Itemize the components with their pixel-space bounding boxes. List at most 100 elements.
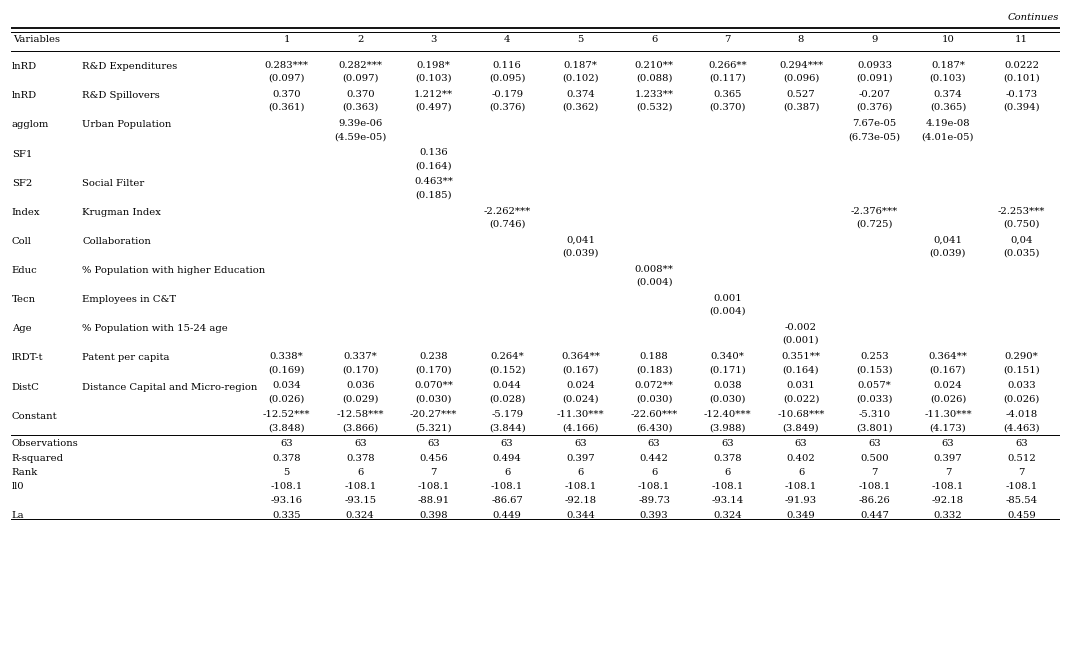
Text: 9: 9 bbox=[872, 35, 878, 44]
Text: (4.173): (4.173) bbox=[930, 424, 966, 432]
Text: 0.210**: 0.210** bbox=[635, 61, 674, 70]
Text: -91.93: -91.93 bbox=[785, 496, 817, 506]
Text: (0.376): (0.376) bbox=[857, 103, 893, 112]
Text: (0.363): (0.363) bbox=[342, 103, 378, 112]
Text: Distance Capital and Micro-region: Distance Capital and Micro-region bbox=[82, 383, 257, 392]
Text: Age: Age bbox=[12, 324, 31, 334]
Text: (0.030): (0.030) bbox=[636, 394, 673, 403]
Text: -11.30***: -11.30*** bbox=[557, 410, 604, 420]
Text: (0.170): (0.170) bbox=[416, 365, 452, 374]
Text: (6.430): (6.430) bbox=[636, 424, 673, 432]
Text: (3.849): (3.849) bbox=[783, 424, 819, 432]
Text: 0.378: 0.378 bbox=[346, 454, 375, 463]
Text: lRDT-t: lRDT-t bbox=[12, 354, 43, 362]
Text: (4.01e-05): (4.01e-05) bbox=[922, 132, 975, 141]
Text: 63: 63 bbox=[353, 440, 366, 448]
Text: -2.376***: -2.376*** bbox=[850, 207, 899, 215]
Text: (0.026): (0.026) bbox=[269, 394, 305, 403]
Text: ll0: ll0 bbox=[12, 482, 25, 491]
Text: (0.376): (0.376) bbox=[489, 103, 526, 112]
Text: -108.1: -108.1 bbox=[858, 482, 891, 491]
Text: 0.253: 0.253 bbox=[860, 352, 889, 361]
Text: (0.091): (0.091) bbox=[856, 74, 893, 83]
Text: 0.364**: 0.364** bbox=[561, 352, 600, 361]
Text: 0.024: 0.024 bbox=[934, 382, 963, 390]
Text: 0.324: 0.324 bbox=[346, 511, 375, 520]
Text: -11.30***: -11.30*** bbox=[924, 410, 971, 420]
Text: (0.096): (0.096) bbox=[783, 74, 819, 83]
Text: 0.349: 0.349 bbox=[787, 511, 815, 520]
Text: (0.153): (0.153) bbox=[856, 365, 893, 374]
Text: 0.393: 0.393 bbox=[639, 511, 668, 520]
Text: -93.14: -93.14 bbox=[711, 496, 743, 506]
Text: (3.801): (3.801) bbox=[856, 424, 893, 432]
Text: (0.164): (0.164) bbox=[783, 365, 819, 374]
Text: 9.39e-06: 9.39e-06 bbox=[338, 119, 382, 128]
Text: (4.166): (4.166) bbox=[562, 424, 599, 432]
Text: (3.844): (3.844) bbox=[488, 424, 526, 432]
Text: (0.097): (0.097) bbox=[269, 74, 305, 83]
Text: SF1: SF1 bbox=[12, 149, 32, 159]
Text: Educ: Educ bbox=[12, 266, 37, 275]
Text: 0,04: 0,04 bbox=[1010, 235, 1032, 245]
Text: 0.008**: 0.008** bbox=[635, 265, 674, 273]
Text: Index: Index bbox=[12, 208, 41, 217]
Text: 0.044: 0.044 bbox=[493, 382, 522, 390]
Text: 0.283***: 0.283*** bbox=[265, 61, 308, 70]
Text: (0.095): (0.095) bbox=[488, 74, 526, 83]
Text: 0.238: 0.238 bbox=[420, 352, 448, 361]
Text: (0.394): (0.394) bbox=[1004, 103, 1040, 112]
Text: 0,041: 0,041 bbox=[567, 235, 595, 245]
Text: 5: 5 bbox=[284, 468, 290, 477]
Text: -12.40***: -12.40*** bbox=[704, 410, 752, 420]
Text: Coll: Coll bbox=[12, 237, 32, 246]
Text: (0.167): (0.167) bbox=[562, 365, 599, 374]
Text: (0.169): (0.169) bbox=[269, 365, 305, 374]
Text: -88.91: -88.91 bbox=[418, 496, 450, 506]
Text: -108.1: -108.1 bbox=[271, 482, 303, 491]
Text: (0.035): (0.035) bbox=[1004, 249, 1040, 257]
Text: -108.1: -108.1 bbox=[344, 482, 376, 491]
Text: 0.365: 0.365 bbox=[713, 90, 742, 99]
Text: 0.024: 0.024 bbox=[567, 382, 595, 390]
Text: 0.364**: 0.364** bbox=[929, 352, 967, 361]
Text: 0.187*: 0.187* bbox=[563, 61, 598, 70]
Text: 63: 63 bbox=[795, 440, 808, 448]
Text: 1.233**: 1.233** bbox=[635, 90, 674, 99]
Text: 63: 63 bbox=[574, 440, 587, 448]
Text: (0.022): (0.022) bbox=[783, 394, 819, 403]
Text: 0.038: 0.038 bbox=[713, 382, 742, 390]
Text: -89.73: -89.73 bbox=[638, 496, 670, 506]
Text: Employees in C&T: Employees in C&T bbox=[82, 295, 177, 304]
Text: (0.387): (0.387) bbox=[783, 103, 819, 112]
Text: Social Filter: Social Filter bbox=[82, 179, 145, 187]
Text: 0.370: 0.370 bbox=[346, 90, 375, 99]
Text: -2.262***: -2.262*** bbox=[483, 207, 531, 215]
Text: 0.116: 0.116 bbox=[493, 61, 522, 70]
Text: (0.026): (0.026) bbox=[930, 394, 966, 403]
Text: Variables: Variables bbox=[13, 35, 60, 44]
Text: 63: 63 bbox=[427, 440, 440, 448]
Text: (0.746): (0.746) bbox=[488, 219, 526, 229]
Text: 0.378: 0.378 bbox=[713, 454, 742, 463]
Text: (0.362): (0.362) bbox=[562, 103, 599, 112]
Text: (0.026): (0.026) bbox=[1004, 394, 1040, 403]
Text: 6: 6 bbox=[651, 35, 658, 44]
Text: 0.338*: 0.338* bbox=[270, 352, 303, 361]
Text: Collaboration: Collaboration bbox=[82, 237, 151, 246]
Text: 7.67e-05: 7.67e-05 bbox=[853, 119, 896, 128]
Text: 0.402: 0.402 bbox=[787, 454, 815, 463]
Text: 7: 7 bbox=[431, 468, 437, 477]
Text: (0.029): (0.029) bbox=[342, 394, 378, 403]
Text: -108.1: -108.1 bbox=[785, 482, 817, 491]
Text: 0.036: 0.036 bbox=[346, 382, 375, 390]
Text: -86.67: -86.67 bbox=[492, 496, 523, 506]
Text: (0.497): (0.497) bbox=[416, 103, 452, 112]
Text: 11: 11 bbox=[1015, 35, 1028, 44]
Text: 0.188: 0.188 bbox=[639, 352, 668, 361]
Text: -108.1: -108.1 bbox=[564, 482, 597, 491]
Text: 7: 7 bbox=[724, 35, 730, 44]
Text: 0.370: 0.370 bbox=[272, 90, 301, 99]
Text: (0.030): (0.030) bbox=[709, 394, 745, 403]
Text: La: La bbox=[12, 511, 25, 520]
